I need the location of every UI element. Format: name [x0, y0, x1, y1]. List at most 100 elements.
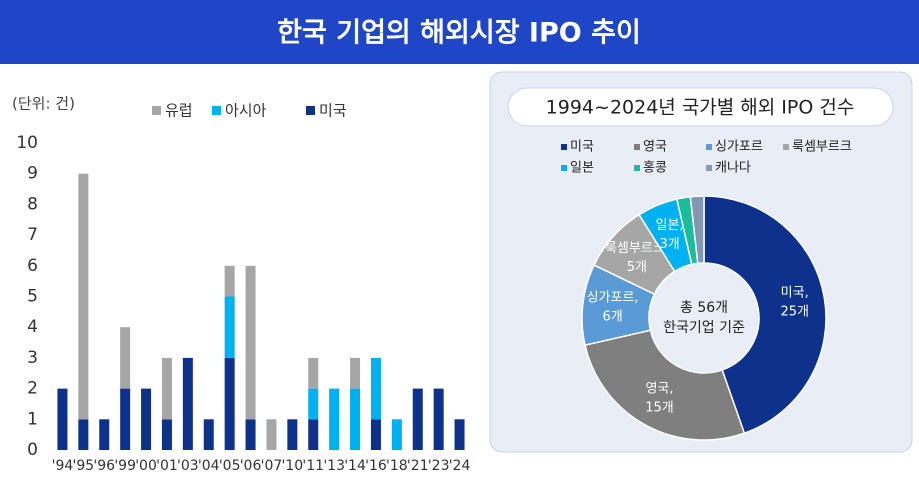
- x-tick-label: '21: [407, 458, 429, 474]
- pie-slice: [703, 195, 827, 435]
- x-tick-label: '24: [449, 458, 471, 474]
- x-tick-label: '05: [219, 458, 241, 474]
- y-tick-label: 4: [27, 317, 38, 337]
- bar-segment: [57, 388, 68, 450]
- x-tick-label: '96: [93, 458, 115, 474]
- y-tick-label: 8: [27, 194, 38, 214]
- x-tick-label: '06: [240, 458, 262, 474]
- legend-label: 미국: [319, 102, 347, 120]
- legend-label: 룩셈부르크: [792, 140, 852, 155]
- x-tick-label: '10: [282, 458, 304, 474]
- x-tick-label: '03: [177, 458, 199, 474]
- legend-label: 캐나다: [715, 161, 751, 176]
- bar-segment: [78, 419, 89, 450]
- bar-segment: [120, 388, 131, 450]
- x-tick-label: '13: [323, 458, 345, 474]
- bar-segment: [412, 388, 423, 450]
- bar-segment: [308, 357, 319, 389]
- bar-segment: [141, 388, 152, 450]
- y-tick-label: 6: [27, 256, 38, 276]
- bar-segment: [99, 419, 110, 450]
- x-tick-label: '18: [386, 458, 408, 474]
- bar-segment: [161, 357, 172, 420]
- bar-segment: [203, 419, 214, 450]
- y-tick-label: 2: [27, 379, 38, 399]
- pie-title: 1994~2024년 국가별 해외 IPO 건수: [546, 97, 855, 119]
- x-tick-label: '95: [73, 458, 95, 474]
- pie-slice: [584, 329, 746, 441]
- bar-segment: [433, 388, 444, 450]
- center-text: 총 56개: [680, 300, 728, 316]
- legend-swatch: [212, 106, 221, 115]
- x-tick-label: '16: [365, 458, 387, 474]
- bar-segment: [245, 419, 256, 450]
- pie-slice: [689, 195, 705, 265]
- bar-segment: [161, 419, 172, 450]
- center-text: 한국기업 기준: [663, 320, 745, 336]
- x-tick-label: '01: [156, 458, 178, 474]
- bar-segment: [391, 419, 402, 450]
- bar-segment: [78, 173, 89, 420]
- y-tick-label: 0: [27, 440, 38, 460]
- bar-segment: [266, 419, 277, 450]
- data-label: 싱가포르,: [587, 291, 639, 306]
- legend-label: 유럽: [165, 102, 193, 120]
- bar-segment: [370, 357, 381, 420]
- legend-swatch: [152, 106, 161, 115]
- x-tick-label: '23: [428, 458, 450, 474]
- data-label: 일본,: [656, 218, 684, 233]
- bar-segment: [454, 419, 465, 450]
- y-tick-label: 7: [27, 225, 38, 245]
- bar-segment: [224, 296, 235, 358]
- legend-swatch: [634, 144, 640, 150]
- bar-segment: [120, 327, 131, 389]
- data-label: 영국,: [645, 382, 673, 397]
- bar-segment: [308, 388, 319, 420]
- data-label: 15개: [645, 401, 674, 416]
- data-label: 5개: [627, 260, 647, 275]
- bar-segment: [224, 265, 235, 297]
- legend-label: 일본: [570, 161, 594, 176]
- bar-segment: [245, 265, 256, 420]
- legend-label: 싱가포르: [715, 140, 763, 155]
- data-label: 미국,: [781, 286, 809, 301]
- pie-title-pill: [507, 87, 894, 127]
- unit-label: (단위: 건): [12, 95, 75, 113]
- y-tick-label: 3: [27, 348, 38, 368]
- bar-segment: [182, 357, 193, 450]
- legend-swatch: [306, 106, 315, 115]
- legend-swatch: [561, 165, 567, 171]
- y-tick-label: 1: [27, 409, 38, 429]
- x-tick-label: '14: [344, 458, 366, 474]
- data-label: 6개: [602, 310, 622, 325]
- y-tick-label: 9: [27, 164, 38, 184]
- bar-segment: [224, 357, 235, 450]
- bar-segment: [329, 388, 340, 450]
- data-label: 25개: [780, 305, 809, 320]
- data-label: 룩셈부르크,: [605, 241, 669, 256]
- bar-segment: [350, 388, 361, 450]
- title-banner: [0, 0, 919, 64]
- legend-swatch: [561, 144, 567, 150]
- x-tick-label: '99: [114, 458, 136, 474]
- legend-label: 아시아: [225, 102, 267, 120]
- legend-swatch: [783, 144, 789, 150]
- data-label: 3개: [659, 237, 679, 252]
- legend-label: 홍콩: [643, 161, 667, 176]
- x-tick-label: '00: [135, 458, 157, 474]
- x-tick-label: '07: [261, 458, 283, 474]
- y-tick-label: 10: [16, 133, 38, 153]
- x-tick-label: '94: [52, 458, 74, 474]
- x-tick-label: '11: [302, 458, 324, 474]
- page-title: 한국 기업의 해외시장 IPO 추이: [277, 18, 641, 49]
- legend-label: 영국: [643, 140, 667, 155]
- legend-swatch: [706, 144, 712, 150]
- bar-segment: [370, 419, 381, 450]
- bar-segment: [350, 357, 361, 389]
- legend-label: 미국: [570, 140, 594, 155]
- legend-swatch: [706, 165, 712, 171]
- legend-swatch: [634, 165, 640, 171]
- bar-segment: [308, 419, 319, 450]
